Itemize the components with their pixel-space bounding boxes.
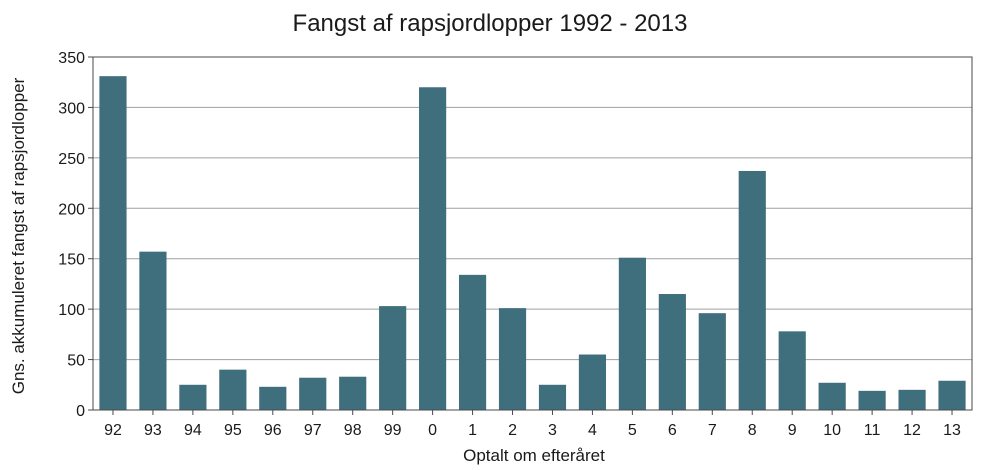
y-tick-label: 0	[76, 403, 85, 420]
x-tick-label: 92	[104, 422, 122, 439]
x-tick-label: 93	[144, 422, 162, 439]
chart-title: Fangst af rapsjordlopper 1992 - 2013	[293, 10, 688, 37]
y-axis-ticks: 0 50 100 150 200 250 300 350	[58, 50, 93, 420]
gridlines	[93, 106, 972, 361]
x-tick-label: 99	[384, 422, 402, 439]
x-axis-ticks: 92 93 94 95 96 97 98 99 0 1 2 3 4 5 6 7 8 9 10 11 12 13	[104, 410, 961, 439]
y-tick-label: 200	[58, 201, 85, 218]
x-tick-label: 6	[668, 422, 677, 439]
x-tick-label: 0	[428, 422, 437, 439]
x-tick-label: 13	[943, 422, 961, 439]
x-tick-label: 94	[184, 422, 202, 439]
y-tick-label: 350	[58, 50, 85, 67]
x-tick-label: 7	[708, 422, 717, 439]
x-tick-label: 2	[508, 422, 517, 439]
x-tick-label: 95	[224, 422, 242, 439]
bar-13	[938, 380, 966, 410]
plot-frame	[92, 56, 973, 411]
bar-0	[419, 87, 447, 410]
bar-5	[618, 257, 646, 410]
x-tick-label: 97	[304, 422, 322, 439]
x-tick-label: 10	[823, 422, 841, 439]
x-tick-label: 96	[264, 422, 282, 439]
bar-95	[219, 369, 247, 410]
bar-97	[299, 377, 327, 410]
x-tick-label: 3	[548, 422, 557, 439]
bar-9	[778, 331, 806, 410]
x-tick-label: 1	[468, 422, 477, 439]
y-tick-label: 50	[67, 353, 85, 370]
bar-96	[259, 386, 287, 410]
bar-1	[458, 274, 487, 410]
x-tick-label: 5	[628, 422, 637, 439]
x-tick-label: 98	[344, 422, 362, 439]
x-tick-label: 4	[588, 422, 597, 439]
bar-10	[818, 382, 846, 410]
y-tick-label: 250	[58, 151, 85, 168]
y-tick-label: 150	[58, 252, 85, 269]
bar-12	[898, 389, 926, 410]
bar-4	[578, 354, 607, 410]
bar-99	[379, 306, 407, 410]
x-tick-label: 11	[864, 422, 881, 439]
x-tick-label: 8	[748, 422, 757, 439]
x-axis-label: Optalt om efteråret	[463, 446, 605, 465]
bar-2	[498, 308, 527, 410]
y-tick-label: 300	[58, 100, 85, 117]
bar-98	[339, 376, 367, 410]
x-tick-label: 12	[903, 422, 921, 439]
bar-6	[658, 294, 686, 410]
bar-3	[538, 384, 567, 410]
bar-11	[858, 390, 886, 410]
bar-7	[698, 313, 726, 410]
bars	[99, 76, 966, 411]
y-axis-label: Gns. akkumuleret fangst af rapsjordloppe…	[9, 77, 28, 394]
bar-8	[738, 170, 766, 410]
y-tick-label: 100	[58, 302, 85, 319]
bar-94	[179, 384, 207, 410]
x-tick-label: 9	[788, 422, 797, 439]
bar-92	[99, 76, 127, 411]
bar-93	[139, 251, 167, 410]
